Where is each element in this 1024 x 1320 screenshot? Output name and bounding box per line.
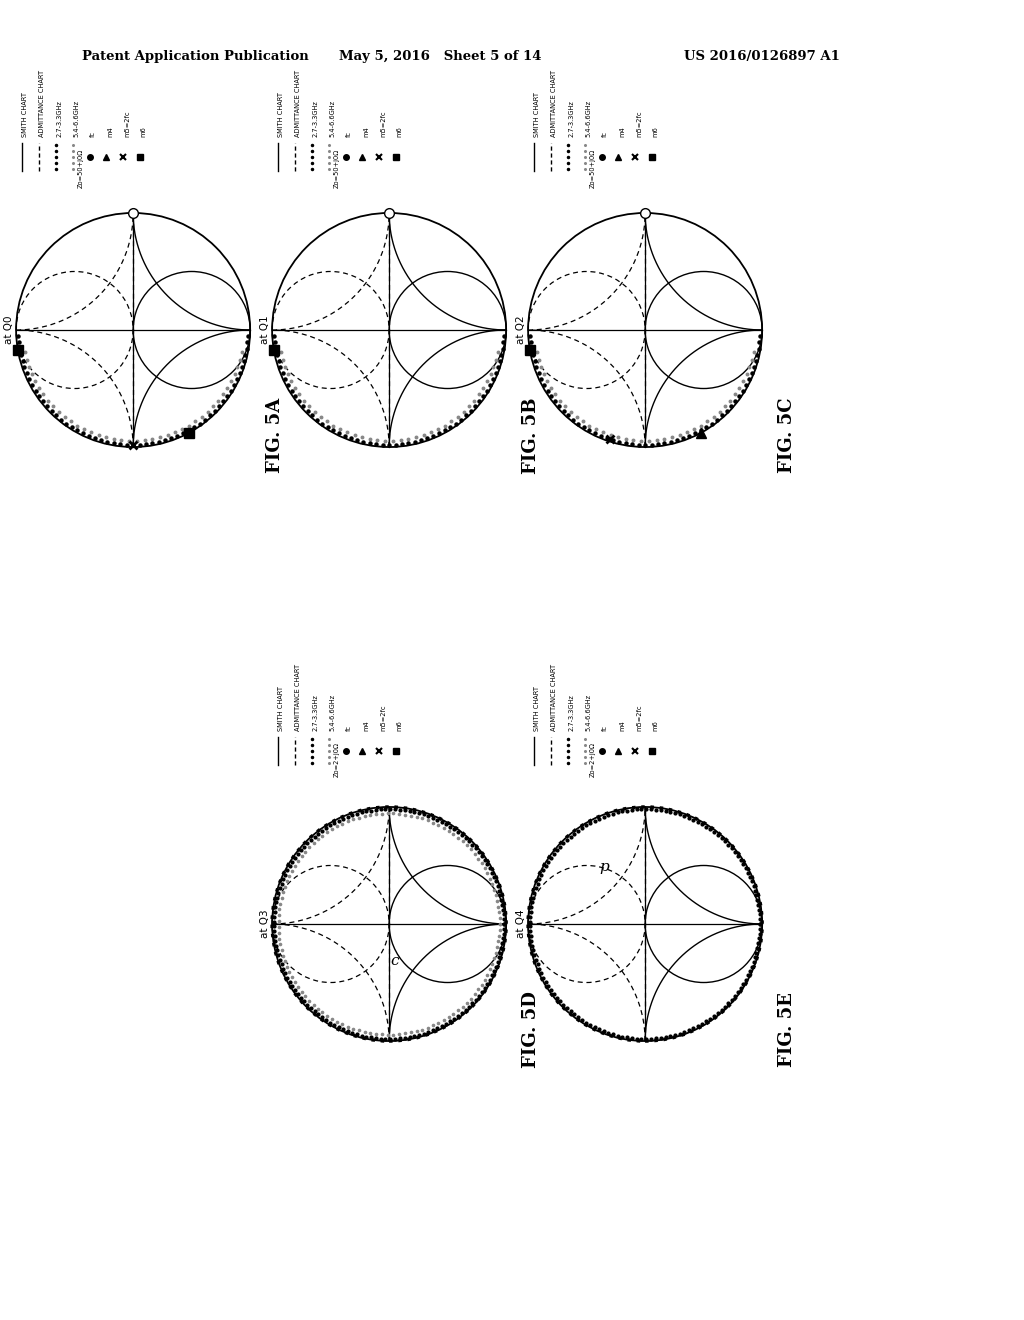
Text: m6: m6 (397, 721, 402, 731)
Text: FIG. 5B: FIG. 5B (522, 397, 541, 474)
Text: at Q2: at Q2 (516, 315, 525, 345)
Text: ADMITTANCE CHART: ADMITTANCE CHART (295, 664, 301, 731)
Text: Patent Application Publication: Patent Application Publication (82, 50, 308, 63)
Text: m4: m4 (106, 127, 113, 137)
Text: m5=2fc: m5=2fc (380, 705, 386, 731)
Text: Zo=50+j0Ω: Zo=50+j0Ω (334, 149, 340, 187)
Text: FIG. 5C: FIG. 5C (778, 397, 797, 474)
Text: m6: m6 (653, 127, 658, 137)
Text: m4: m4 (618, 127, 625, 137)
Text: ADMITTANCE CHART: ADMITTANCE CHART (295, 70, 301, 137)
Text: 2.7-3.3GHz: 2.7-3.3GHz (568, 694, 574, 731)
Text: m4: m4 (618, 721, 625, 731)
Text: 2.7-3.3GHz: 2.7-3.3GHz (312, 694, 318, 731)
Text: fc: fc (90, 131, 96, 137)
Text: Zo=50+j0Ω: Zo=50+j0Ω (590, 149, 596, 187)
Text: m4: m4 (362, 721, 369, 731)
Text: SMITH CHART: SMITH CHART (279, 92, 285, 137)
Text: SMITH CHART: SMITH CHART (279, 686, 285, 731)
Text: fc: fc (346, 131, 352, 137)
Text: FIG. 5D: FIG. 5D (522, 991, 541, 1068)
Text: m5=2fc: m5=2fc (636, 111, 642, 137)
Text: 5.4-6.6GHz: 5.4-6.6GHz (585, 100, 591, 137)
Text: fc: fc (602, 725, 608, 731)
Text: SMITH CHART: SMITH CHART (23, 92, 29, 137)
Text: m6: m6 (141, 127, 146, 137)
Text: fc: fc (346, 725, 352, 731)
Text: m6: m6 (653, 721, 658, 731)
Text: 2.7-3.3GHz: 2.7-3.3GHz (568, 100, 574, 137)
Text: Zo=2+j0Ω: Zo=2+j0Ω (334, 743, 340, 777)
Text: ADMITTANCE CHART: ADMITTANCE CHART (551, 70, 557, 137)
Text: Zo=50+j0Ω: Zo=50+j0Ω (78, 149, 84, 187)
Text: m5=2fc: m5=2fc (380, 111, 386, 137)
Text: 5.4-6.6GHz: 5.4-6.6GHz (329, 100, 335, 137)
Text: ADMITTANCE CHART: ADMITTANCE CHART (39, 70, 45, 137)
Text: 5.4-6.6GHz: 5.4-6.6GHz (329, 694, 335, 731)
Text: m5=2fc: m5=2fc (636, 705, 642, 731)
Text: m4: m4 (362, 127, 369, 137)
Text: 5.4-6.6GHz: 5.4-6.6GHz (585, 694, 591, 731)
Text: at Q3: at Q3 (260, 909, 269, 939)
Text: SMITH CHART: SMITH CHART (535, 92, 541, 137)
Text: at Q0: at Q0 (4, 315, 13, 345)
Text: p: p (599, 861, 609, 874)
Text: US 2016/0126897 A1: US 2016/0126897 A1 (684, 50, 840, 63)
Text: Zo=2+j0Ω: Zo=2+j0Ω (590, 743, 596, 777)
Text: 5.4-6.6GHz: 5.4-6.6GHz (73, 100, 79, 137)
Text: May 5, 2016   Sheet 5 of 14: May 5, 2016 Sheet 5 of 14 (339, 50, 542, 63)
Text: FIG. 5E: FIG. 5E (778, 993, 797, 1067)
Text: FIG. 5A: FIG. 5A (266, 397, 285, 474)
Text: c: c (391, 954, 399, 968)
Text: ADMITTANCE CHART: ADMITTANCE CHART (551, 664, 557, 731)
Text: fc: fc (602, 131, 608, 137)
Text: m6: m6 (397, 127, 402, 137)
Text: at Q4: at Q4 (516, 909, 525, 939)
Text: at Q1: at Q1 (260, 315, 269, 345)
Text: m5=2fc: m5=2fc (124, 111, 130, 137)
Text: SMITH CHART: SMITH CHART (535, 686, 541, 731)
Text: 2.7-3.3GHz: 2.7-3.3GHz (56, 100, 62, 137)
Text: 2.7-3.3GHz: 2.7-3.3GHz (312, 100, 318, 137)
